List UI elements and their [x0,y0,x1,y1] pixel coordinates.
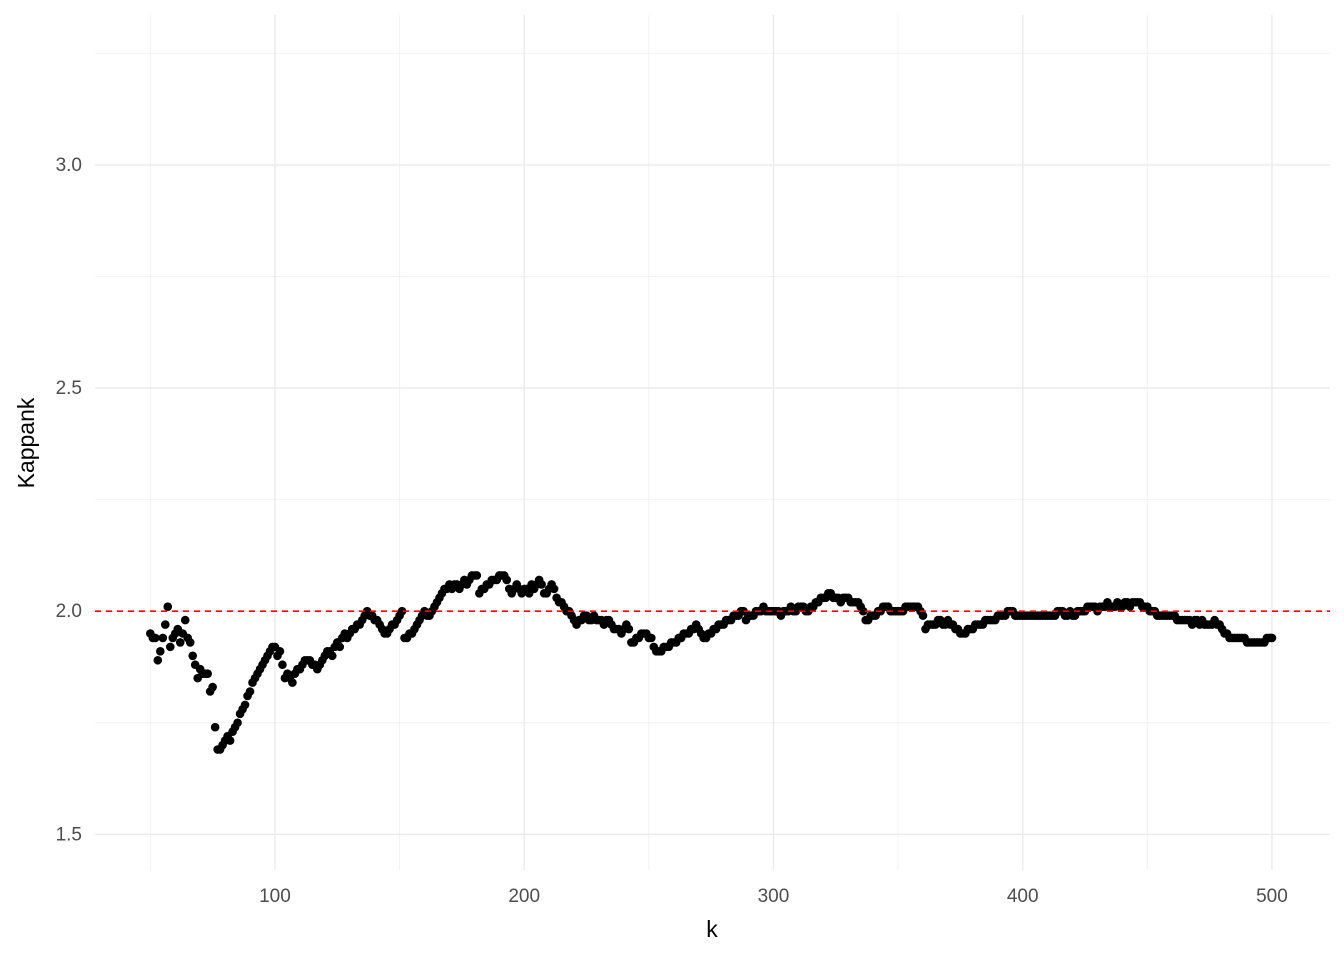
y-tick-label: 3.0 [56,155,82,176]
point [549,584,559,594]
point [175,638,185,647]
point [1267,633,1277,643]
x-axis-title: k [706,916,718,942]
point [156,647,165,656]
x-tick-label: 300 [758,886,790,907]
point [163,602,173,612]
point [537,580,546,589]
point [397,606,407,616]
point [233,718,242,728]
x-tick-label: 100 [259,886,291,907]
y-tick-label: 2.0 [56,601,82,622]
point [327,651,337,661]
point [275,647,285,656]
point [180,615,190,625]
point [245,687,255,696]
point [208,682,217,692]
point [278,660,287,670]
point [858,606,868,616]
point [502,575,512,585]
point [158,633,168,643]
x-tick-label: 500 [1256,886,1288,907]
x-tick-label: 400 [1007,886,1039,907]
point [203,669,212,678]
x-tick-label: 200 [508,886,540,907]
point [165,642,175,652]
point [151,633,160,643]
point [288,678,297,687]
point [335,642,345,652]
point [185,638,195,647]
point [160,620,170,629]
marks [146,571,1277,754]
grid [95,15,1330,870]
y-tick-label: 2.5 [56,378,82,399]
point [647,633,656,643]
point [918,611,928,620]
y-tick-label: 1.5 [56,824,82,845]
point [188,651,198,661]
y-axis-title: Kappank [13,397,39,488]
point [225,736,235,745]
point [624,624,634,634]
point [240,700,250,710]
point [153,655,163,665]
point [472,571,482,580]
point [210,722,220,732]
